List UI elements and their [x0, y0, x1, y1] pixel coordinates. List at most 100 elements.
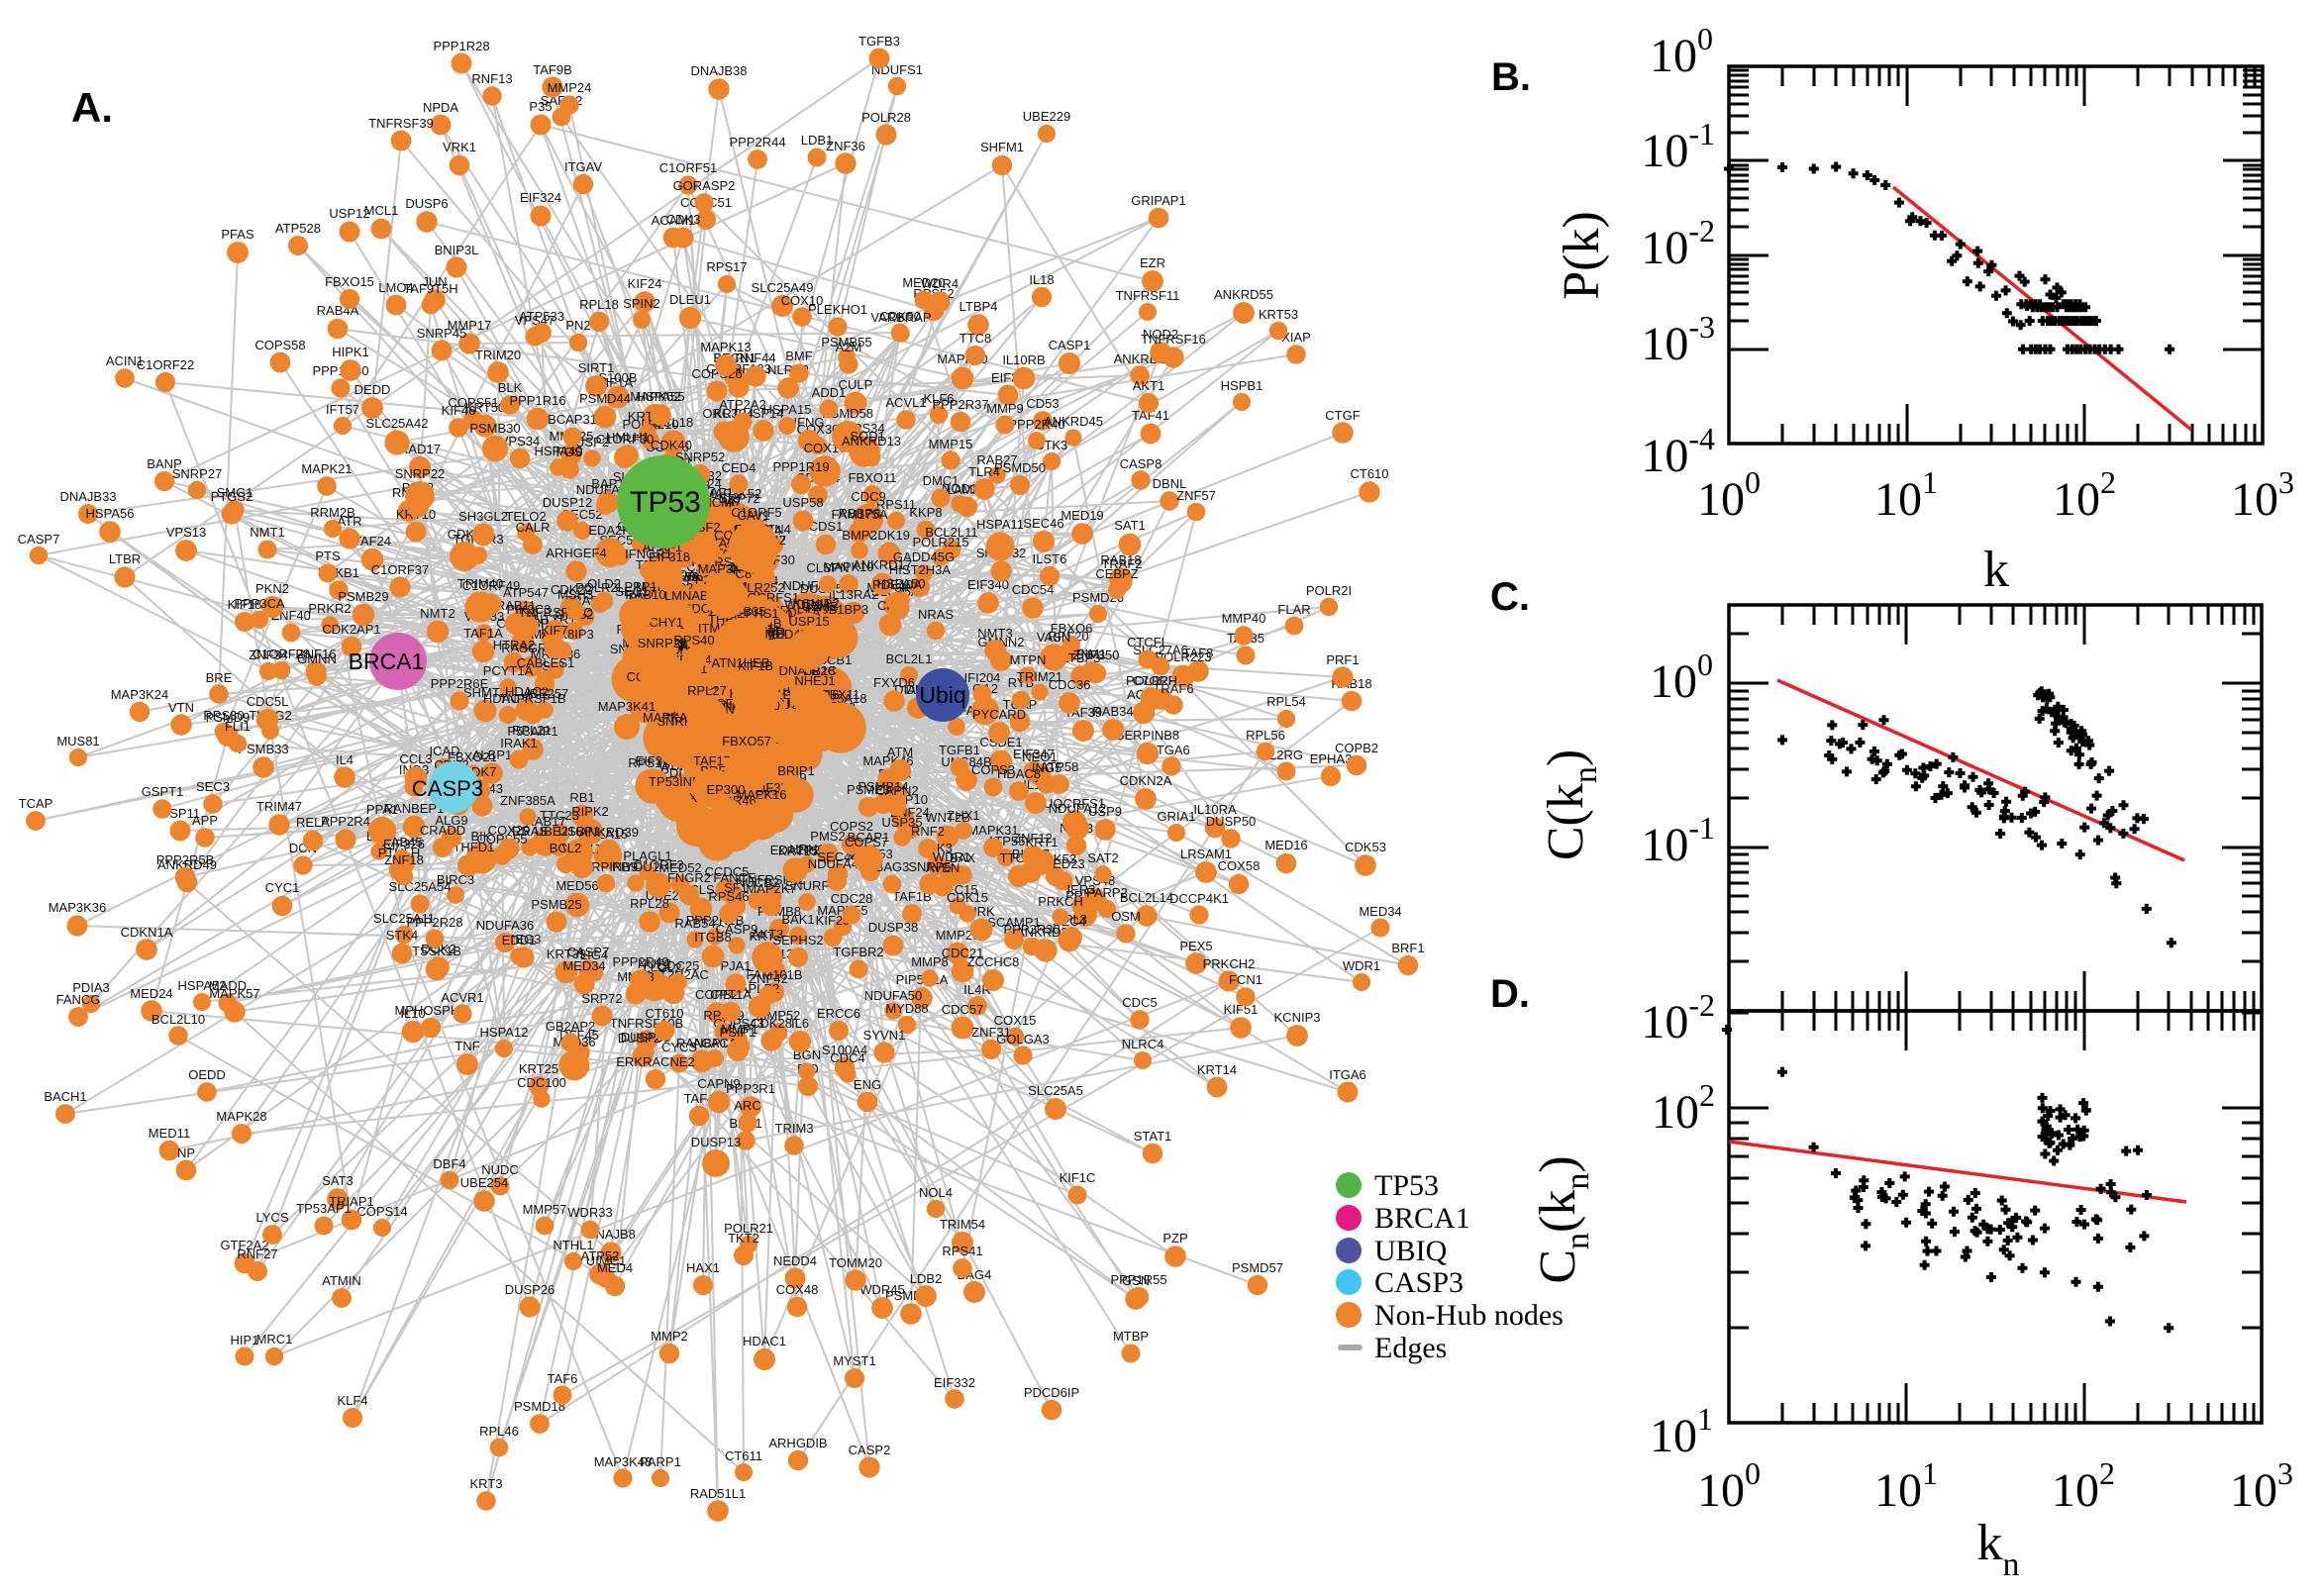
svg-text:ITGB8: ITGB8: [694, 930, 732, 945]
svg-text:NEDD4: NEDD4: [773, 1253, 817, 1268]
svg-text:ZNF34: ZNF34: [249, 648, 288, 662]
svg-text:WDR45: WDR45: [859, 1282, 905, 1297]
svg-text:SAT3: SAT3: [322, 1173, 354, 1188]
svg-text:TCAP: TCAP: [19, 796, 53, 811]
svg-text:COX10: COX10: [781, 293, 824, 308]
svg-text:RPS12: RPS12: [628, 755, 668, 770]
svg-text:TAF41: TAF41: [1132, 408, 1169, 423]
svg-text:NUCB2: NUCB2: [736, 875, 779, 890]
svg-text:SHMT2: SHMT2: [463, 685, 507, 700]
svg-text:EIF324: EIF324: [520, 190, 561, 205]
svg-text:SRP72: SRP72: [581, 991, 622, 1006]
svg-text:PRF1: PRF1: [1326, 652, 1359, 667]
svg-text:ZNF12: ZNF12: [1013, 831, 1053, 846]
svg-text:CT611: CT611: [725, 1448, 762, 1463]
svg-text:TP53: TP53: [630, 486, 701, 519]
svg-text:DNAJB18: DNAJB18: [778, 663, 835, 678]
svg-text:PZP: PZP: [1162, 1231, 1187, 1246]
svg-text:HIPK1: HIPK1: [332, 345, 369, 359]
svg-text:PPP2R37: PPP2R37: [932, 397, 988, 412]
svg-text:BCL2L14: BCL2L14: [1120, 890, 1173, 905]
svg-text:C1ORF5: C1ORF5: [731, 505, 781, 520]
svg-text:IFNGR1: IFNGR1: [625, 547, 672, 561]
svg-text:IL10: IL10: [400, 1006, 425, 1021]
svg-text:UQCRFS1: UQCRFS1: [1044, 796, 1105, 811]
svg-text:CDK53: CDK53: [1345, 840, 1386, 854]
svg-text:DCCP4K1: DCCP4K1: [1169, 891, 1229, 906]
svg-text:ZNF18: ZNF18: [384, 852, 424, 867]
svg-text:ZNF42: ZNF42: [749, 971, 788, 986]
svg-text:PTS: PTS: [315, 549, 341, 563]
svg-text:TNFRSF1B: TNFRSF1B: [499, 691, 565, 706]
svg-text:MAPK31: MAPK31: [967, 823, 1018, 838]
svg-text:ALG9: ALG9: [435, 813, 467, 828]
svg-text:MMP17: MMP17: [448, 318, 492, 333]
svg-text:ERKRACNE2: ERKRACNE2: [616, 1054, 694, 1069]
svg-text:100: 100: [1650, 21, 1713, 82]
svg-text:FBXO6: FBXO6: [1051, 621, 1093, 636]
svg-text:101: 101: [1874, 464, 1938, 526]
svg-text:TP53: TP53: [1374, 1169, 1439, 1202]
svg-text:APP: APP: [192, 813, 218, 828]
svg-text:C1ORF51: C1ORF51: [659, 160, 718, 175]
svg-text:TAF8: TAF8: [1183, 646, 1214, 660]
svg-text:FNGR2: FNGR2: [667, 870, 711, 885]
svg-text:SERPINB8: SERPINB8: [1116, 728, 1179, 743]
svg-text:CDK40: CDK40: [651, 438, 692, 452]
svg-text:PRKCH: PRKCH: [1038, 894, 1083, 909]
svg-text:ATR: ATR: [337, 514, 361, 529]
svg-text:100: 100: [1697, 1455, 1761, 1517]
svg-text:SIRT1: SIRT1: [578, 360, 615, 375]
svg-text:TOMM20: TOMM20: [829, 1255, 882, 1270]
svg-text:MAPK16: MAPK16: [736, 787, 786, 802]
svg-text:EIF347: EIF347: [1013, 747, 1055, 761]
svg-text:IFNG: IFNG: [793, 415, 824, 430]
svg-text:ATP2A2: ATP2A2: [719, 397, 765, 412]
svg-text:FANCG: FANCG: [56, 992, 101, 1007]
svg-text:SEC17: SEC17: [615, 584, 656, 599]
svg-text:PPP2R44: PPP2R44: [729, 135, 785, 150]
svg-text:RB1: RB1: [569, 790, 594, 805]
svg-text:TRIM21: TRIM21: [1017, 669, 1062, 684]
svg-text:DNAJB33: DNAJB33: [59, 489, 116, 504]
svg-text:BRE: BRE: [206, 670, 233, 685]
svg-text:NUF2: NUF2: [638, 956, 671, 971]
svg-text:NOD2: NOD2: [1143, 327, 1178, 342]
svg-text:HSPA50: HSPA50: [877, 576, 926, 591]
svg-text:CDKN1A: CDKN1A: [121, 925, 173, 940]
svg-text:PPP3CA: PPP3CA: [234, 596, 285, 611]
svg-text:101: 101: [1650, 1401, 1713, 1462]
svg-text:CASP3: CASP3: [1374, 1266, 1464, 1299]
svg-text:KIF24: KIF24: [628, 276, 662, 291]
svg-text:P53AIP1: P53AIP1: [507, 724, 557, 739]
svg-text:PDIA3: PDIA3: [72, 980, 110, 995]
svg-text:PIK3C3: PIK3C3: [507, 602, 552, 617]
svg-text:STAT1: STAT1: [1134, 1129, 1172, 1144]
svg-text:WDR1: WDR1: [1343, 958, 1380, 973]
svg-text:PRKCH2: PRKCH2: [1203, 956, 1256, 971]
svg-text:CYC1: CYC1: [265, 880, 300, 895]
svg-text:IRAK1: IRAK1: [500, 736, 538, 750]
svg-text:BRIP1: BRIP1: [777, 763, 815, 778]
svg-text:MUS81: MUS81: [56, 734, 99, 748]
svg-text:POLR21: POLR21: [724, 1221, 773, 1236]
svg-text:NEO1: NEO1: [1022, 749, 1057, 764]
svg-text:USP2: USP2: [575, 435, 609, 449]
svg-text:GB2AP2: GB2AP2: [546, 1019, 596, 1034]
svg-text:KIF29: KIF29: [816, 913, 851, 928]
svg-text:EPHA3: EPHA3: [1310, 751, 1353, 766]
svg-text:CED4: CED4: [722, 460, 757, 475]
svg-text:VTN: VTN: [168, 700, 194, 715]
svg-text:CDK3: CDK3: [666, 212, 701, 227]
svg-text:GSPT1: GSPT1: [142, 784, 184, 799]
svg-text:PYCARD: PYCARD: [972, 707, 1026, 722]
svg-text:HIP1: HIP1: [231, 1333, 259, 1347]
svg-text:TAF6: TAF6: [548, 1371, 578, 1386]
svg-text:Cn(kn): Cn(kn): [1530, 1155, 1596, 1283]
svg-text:100: 100: [1697, 464, 1761, 526]
svg-text:CDC21: CDC21: [942, 946, 984, 960]
svg-text:RAD51L1: RAD51L1: [690, 1486, 746, 1501]
svg-text:MMP8: MMP8: [911, 954, 949, 969]
svg-text:ADD1: ADD1: [812, 385, 847, 400]
svg-text:WDR33: WDR33: [567, 1205, 613, 1220]
